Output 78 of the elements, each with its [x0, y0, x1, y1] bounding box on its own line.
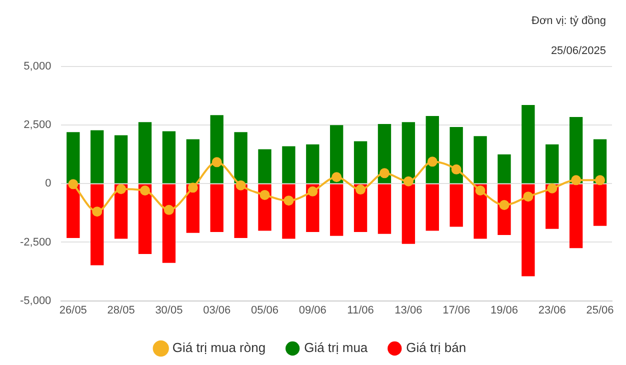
x-tick-label: 28/05	[107, 304, 135, 316]
bar	[66, 184, 80, 238]
bar	[282, 146, 296, 184]
bar	[210, 115, 224, 184]
y-tick-label: -2,500	[20, 236, 52, 248]
bar	[450, 184, 463, 227]
bar	[162, 131, 176, 184]
bar	[354, 141, 368, 184]
x-tick-label: 25/06	[586, 304, 614, 316]
point	[475, 185, 486, 196]
y-tick-label: 0	[45, 178, 52, 190]
bar	[234, 132, 248, 184]
bar	[474, 136, 487, 184]
bar	[162, 184, 176, 263]
x-tick-label: 13/06	[394, 304, 422, 316]
point	[571, 175, 582, 186]
bar	[498, 154, 511, 184]
bar	[90, 130, 104, 184]
point	[188, 182, 198, 193]
point	[284, 196, 294, 206]
bar	[546, 144, 559, 184]
point	[451, 164, 462, 174]
bar	[426, 116, 439, 184]
point	[379, 168, 390, 178]
bar	[90, 184, 104, 266]
bar	[402, 184, 416, 244]
point	[547, 183, 558, 194]
point	[499, 200, 510, 210]
bar	[138, 184, 152, 254]
bar	[258, 149, 272, 184]
point	[427, 156, 438, 167]
x-tick-label: 05/06	[250, 304, 279, 316]
point	[523, 192, 534, 202]
text: Đơn vị: tỷ đồng	[532, 15, 606, 27]
x-tick-label: 23/06	[538, 304, 566, 316]
x-tick-label: 09/06	[298, 304, 326, 316]
legend-label: Giá trị bán	[406, 340, 466, 356]
bar	[378, 184, 392, 234]
bar	[330, 184, 344, 236]
bar	[306, 144, 320, 184]
point	[308, 186, 318, 196]
bar	[402, 122, 416, 184]
point	[92, 206, 102, 217]
bar	[138, 122, 152, 184]
bar	[210, 184, 224, 232]
bar	[522, 105, 535, 184]
point	[260, 190, 270, 200]
x-tick-label: 03/06	[203, 304, 231, 316]
bar	[234, 184, 248, 238]
x-tick-label: 30/05	[155, 304, 183, 316]
bar	[569, 116, 583, 184]
bar	[426, 184, 439, 231]
point	[356, 184, 366, 195]
legend-label: Giá trị mua ròng	[172, 340, 266, 356]
point	[403, 176, 414, 186]
x-tick-label: 26/05	[59, 304, 87, 316]
x-tick-label: 17/06	[442, 304, 470, 316]
point	[595, 175, 606, 186]
text: 25/06/2025	[550, 45, 606, 57]
bar	[66, 132, 80, 184]
bar	[522, 184, 535, 276]
x-tick-label: 11/06	[347, 304, 374, 316]
point	[236, 180, 246, 190]
point	[140, 185, 150, 196]
point	[212, 157, 222, 168]
legend-label: Giá trị mua	[304, 340, 368, 356]
y-tick-label: 5,000	[24, 60, 52, 73]
y-tick-label: -5,000	[20, 294, 52, 307]
bar	[569, 184, 583, 248]
point	[332, 172, 342, 182]
point	[164, 204, 174, 215]
bar	[593, 184, 607, 226]
point	[68, 179, 78, 190]
x-tick-label: 19/06	[490, 304, 518, 316]
y-tick-label: 2,500	[24, 119, 52, 132]
bar	[114, 135, 128, 184]
point	[116, 184, 126, 194]
bar	[186, 139, 200, 184]
